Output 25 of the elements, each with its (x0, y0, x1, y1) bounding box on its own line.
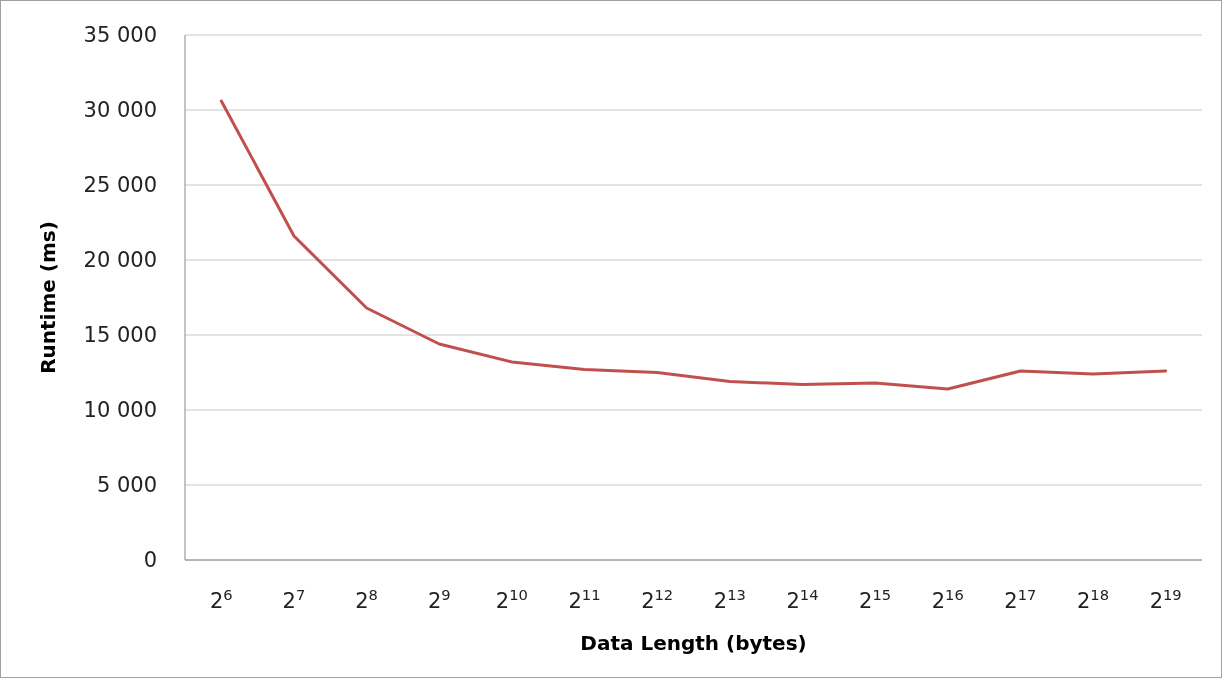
x-tick-label: 2$^{18}$ (1077, 585, 1110, 613)
x-tick-label: 2$^{19}$ (1149, 585, 1182, 613)
x-tick-label: 2$^{9}$ (427, 585, 451, 613)
x-tick-label: 2$^{12}$ (641, 585, 674, 613)
y-tick-label: 25 000 (83, 173, 157, 198)
x-tick-label: 2$^{7}$ (282, 585, 306, 613)
x-tick-label: 2$^{11}$ (568, 585, 601, 613)
y-tick-label: 0 (143, 548, 157, 573)
y-axis-title: Runtime (ms) (36, 221, 60, 374)
y-tick-label: 20 000 (83, 248, 157, 273)
x-tick-label: 2$^{15}$ (859, 585, 892, 613)
x-tick-label: 2$^{13}$ (713, 585, 746, 613)
x-tick-label: 2$^{16}$ (931, 585, 964, 613)
x-tick-label: 2$^{8}$ (355, 585, 378, 613)
x-tick-label: 2$^{10}$ (495, 585, 528, 613)
y-tick-label: 35 000 (83, 23, 157, 48)
line-series (219, 99, 1168, 391)
x-tick-label: 2$^{14}$ (786, 585, 819, 613)
x-tick-label: 2$^{17}$ (1004, 585, 1037, 613)
x-tick-label: 2$^{6}$ (209, 585, 233, 613)
x-axis-title: Data Length (bytes) (580, 631, 807, 655)
y-tick-label: 5 000 (96, 473, 157, 498)
y-tick-label: 15 000 (83, 323, 157, 348)
y-tick-label: 10 000 (83, 398, 157, 423)
y-tick-label: 30 000 (83, 98, 157, 123)
